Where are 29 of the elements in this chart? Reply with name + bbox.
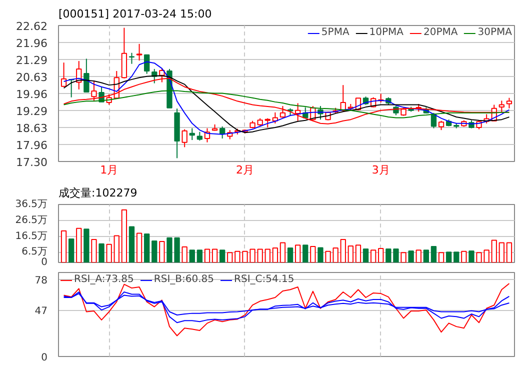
y-tick-label: 21.96 [16, 36, 48, 50]
y-tick-label: 22.62 [16, 20, 48, 33]
legend-label: 10PMA [369, 27, 404, 38]
y-tick-label: 17.30 [16, 156, 48, 169]
y-tick-label: 20.63 [16, 70, 48, 84]
legend-label: RSI_C:54.15 [234, 274, 294, 285]
legend-label: 20PMA [424, 27, 458, 38]
x-tick-label: 3月 [372, 164, 390, 176]
series-label: RSI_A:73.85 [74, 274, 134, 285]
y-tick-label: 19.29 [16, 105, 48, 118]
y-tick-label: 16.5万 [15, 230, 48, 242]
legend-label: RSI_B:60.85 [154, 274, 214, 285]
y-tick-label: 17.96 [16, 139, 48, 152]
chart-title: 成交量:102279 [58, 186, 138, 200]
y-tick-label: 0 [41, 352, 48, 364]
y-tick-label: 36.5万 [15, 199, 48, 210]
x-tick-label: 1月 [100, 164, 118, 176]
y-tick-label: 19.96 [16, 88, 48, 101]
y-tick-label: 6.5万 [22, 246, 48, 258]
y-tick-label: 18.63 [16, 122, 48, 135]
y-tick-label: 78 [34, 275, 48, 286]
y-tick-label: 26.5万 [15, 214, 48, 226]
y-tick-label: 47 [34, 306, 48, 318]
legend-label: 5PMA [321, 27, 350, 38]
y-tick-label: 21.29 [16, 54, 48, 67]
chart-title: [000151] 2017-03-24 15:00 [58, 8, 212, 20]
legend-label: 30PMA [478, 27, 512, 38]
y-tick-label: 0 [41, 257, 48, 268]
x-tick-label: 2月 [236, 164, 254, 176]
